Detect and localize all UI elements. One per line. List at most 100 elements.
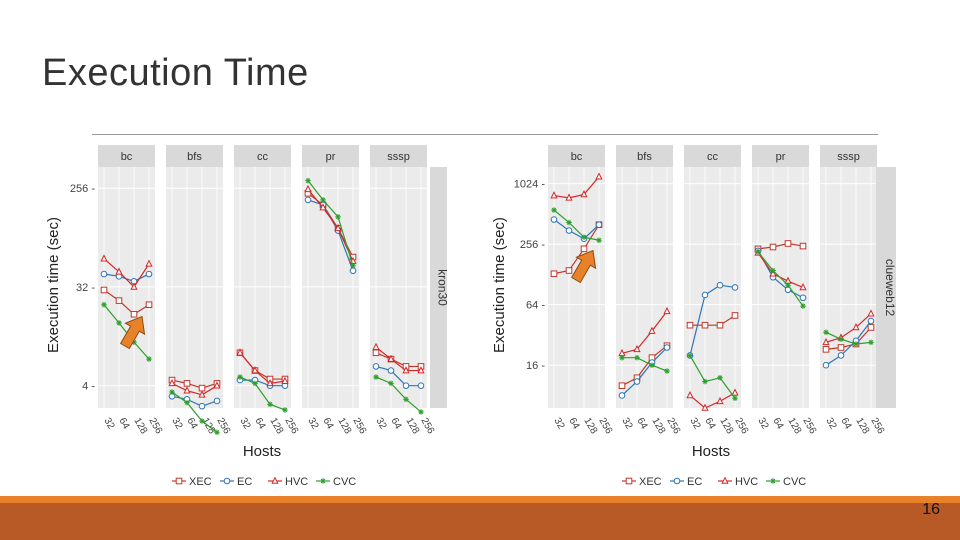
point-ec [550,216,558,223]
panel-label: sssp [387,151,410,163]
point-cvc [800,303,806,309]
point-cvc [237,374,243,380]
point-hvc [867,309,875,317]
point-hvc [565,193,573,201]
x-tick-label: 64 [770,416,785,432]
legend-label-ec: EC [687,476,702,488]
panel-label: pr [326,151,336,163]
point-cvc [596,237,602,244]
point-cvc [717,374,723,381]
x-tick-label: 256 [596,416,614,436]
x-tick-label: 64 [838,416,853,432]
legend-label-hvc: HVC [735,476,758,488]
point-cvc [267,401,273,408]
point-cvc [131,339,137,345]
y-tick-label: 64 - [526,300,545,312]
point-cvc [823,329,829,336]
series-line-hvc [553,176,600,199]
x-tick-label: 64 [252,416,267,432]
point-cvc [350,262,356,269]
series-line-cvc [307,180,354,266]
legend: XEC EC HVC CVC [622,476,806,488]
point-cvc [649,362,655,368]
legend-marker-ec [223,477,231,485]
point-cvc [305,177,311,184]
x-tick-label: 64 [634,416,649,432]
y-tick-label: 256 - [520,239,545,251]
point-ec [633,378,641,385]
point-hvc [372,342,380,350]
point-cvc [702,378,708,385]
point-hvc [852,323,860,331]
series-line-ec [689,284,736,356]
footer-bar [0,503,960,540]
panel-background [752,167,809,408]
x-tick-label: 64 [388,416,403,432]
point-xec [130,310,138,318]
series-line-hvc [825,313,872,343]
panel-strip [166,145,223,167]
series-line-ec [825,320,872,366]
point-xec [731,312,739,319]
series-line-hvc [171,382,218,396]
x-tick-label: 256 [732,416,750,436]
panel-label: pr [776,151,786,163]
point-hvc [686,391,694,399]
point-cvc [282,407,288,413]
series-line-xec [171,379,218,389]
point-ec [402,382,410,389]
point-cvc [838,336,844,343]
point-ec [716,281,724,289]
panel-strip [548,145,605,167]
point-cvc [169,389,175,395]
point-xec [701,321,709,329]
panel-strip [302,145,359,167]
x-tick-label: 32 [755,416,770,432]
legend-marker-hvc [271,476,279,484]
x-tick-label: 32 [305,416,320,432]
point-hvc [633,344,641,353]
point-ec [867,317,875,325]
x-axis-label: Hosts [692,443,730,460]
y-tick-label: 16 - [526,360,545,372]
y-axis-label: Execution time (sec) [491,217,508,353]
point-hvc [716,396,724,405]
x-tick-label: 128 [131,416,149,436]
point-xec [822,346,830,353]
x-tick-label: 128 [335,416,353,436]
series-line-cvc [689,355,736,399]
panel-label: sssp [837,151,860,163]
series-line-cvc [553,209,600,241]
panel-strip [684,145,741,167]
point-xec [100,286,108,294]
point-hvc [799,283,807,291]
x-tick-label: 256 [350,416,368,436]
series-line-ec [375,365,421,387]
point-ec [213,397,221,405]
facet-strip [430,167,447,408]
point-ec [417,382,425,389]
slide-title: Execution Time [42,52,309,94]
point-hvc [304,184,312,193]
point-hvc [145,259,153,267]
point-cvc [403,396,409,403]
point-xec [686,321,694,329]
point-cvc [199,418,205,424]
series-line-hvc [239,352,286,384]
point-xec [784,240,792,247]
point-xec [115,297,123,304]
point-cvc [853,341,859,347]
point-cvc [619,354,625,361]
series-line-hvc [689,392,736,409]
x-tick-label: 64 [184,416,199,432]
y-tick-label: 1024 - [514,179,546,191]
point-cvc [732,395,738,402]
point-hvc [319,203,327,211]
series-line-hvc [307,188,354,262]
